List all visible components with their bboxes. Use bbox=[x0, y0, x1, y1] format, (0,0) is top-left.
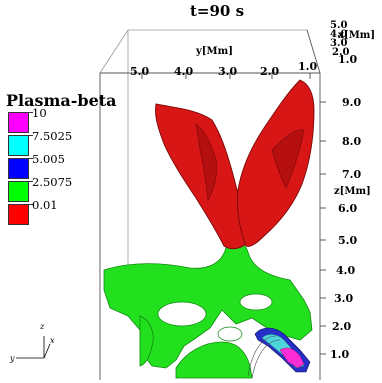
x-tick-label: 5.0 bbox=[330, 20, 348, 31]
legend-swatch bbox=[8, 135, 33, 156]
z-tick-label: 7.0 bbox=[342, 168, 362, 181]
legend-swatch bbox=[8, 112, 33, 133]
legend-label: 10 bbox=[32, 105, 47, 120]
figure-title: t=90 s bbox=[190, 2, 245, 20]
legend-swatch bbox=[8, 158, 33, 179]
y-tick-label: 2.0 bbox=[260, 65, 280, 78]
z-axis-ticks bbox=[320, 101, 326, 355]
legend-item: 10 bbox=[8, 106, 72, 134]
orientation-triad bbox=[16, 336, 51, 359]
x-tick-label: 2.0 bbox=[332, 47, 350, 58]
legend-item: 2.5075 bbox=[8, 175, 72, 203]
z-tick-label: 9.0 bbox=[342, 96, 362, 109]
bounding-box-back bbox=[99, 29, 307, 302]
y-axis-ticks bbox=[141, 73, 311, 79]
legend-swatch bbox=[8, 181, 33, 202]
y-axis-label: y[Mm] bbox=[196, 46, 233, 57]
z-tick-label: 8.0 bbox=[342, 135, 362, 148]
x-tick-label: 3.0 bbox=[330, 38, 348, 49]
bounding-box-front bbox=[99, 29, 321, 380]
magenta-isosurface bbox=[279, 347, 305, 369]
z-tick-label: 6.0 bbox=[338, 202, 358, 215]
red-isosurface-left-fold bbox=[195, 123, 217, 201]
legend-title: Plasma-beta bbox=[6, 91, 117, 110]
y-tick-label: 5.0 bbox=[130, 65, 150, 78]
legend-item: 7.5025 bbox=[8, 129, 72, 157]
triad-y-label: y bbox=[10, 354, 15, 363]
red-isosurface-left bbox=[155, 103, 247, 250]
green-surface-holes bbox=[157, 293, 273, 342]
green-isosurface-lower bbox=[139, 315, 154, 367]
green-isosurface bbox=[103, 241, 313, 369]
triad-z-label: z bbox=[40, 322, 45, 331]
legend-swatch bbox=[8, 204, 33, 225]
x-tick-label: 4.0 bbox=[330, 29, 348, 40]
legend-item: 5.005 bbox=[8, 152, 72, 180]
legend-label: 7.5025 bbox=[32, 128, 73, 143]
z-tick-label: 3.0 bbox=[334, 292, 354, 305]
z-axis-label: z[Mm] bbox=[334, 186, 371, 197]
legend-item: 0.01 bbox=[8, 198, 72, 226]
red-isosurface-right-fold bbox=[271, 129, 305, 189]
red-isosurface-right bbox=[237, 79, 315, 247]
y-tick-label: 3.0 bbox=[218, 65, 238, 78]
x-axis-label: x[Mm] bbox=[338, 30, 376, 41]
legend: 10 7.5025 5.005 2.5075 0.01 bbox=[8, 106, 72, 226]
y-tick-label: 1.0 bbox=[298, 60, 318, 73]
z-tick-label: 4.0 bbox=[336, 264, 356, 277]
green-isosurface-bottom bbox=[175, 341, 253, 379]
x-tick-label: 1.0 bbox=[338, 53, 358, 66]
z-tick-label: 5.0 bbox=[338, 234, 358, 247]
z-tick-label: 1.0 bbox=[330, 348, 350, 361]
legend-label: 2.5075 bbox=[32, 174, 73, 189]
y-tick-label: 4.0 bbox=[174, 65, 194, 78]
triad-x-label: x bbox=[50, 336, 55, 345]
legend-label: 5.005 bbox=[32, 151, 65, 166]
field-lines bbox=[247, 335, 281, 379]
z-tick-label: 2.0 bbox=[332, 320, 352, 333]
legend-label: 0.01 bbox=[32, 197, 58, 212]
